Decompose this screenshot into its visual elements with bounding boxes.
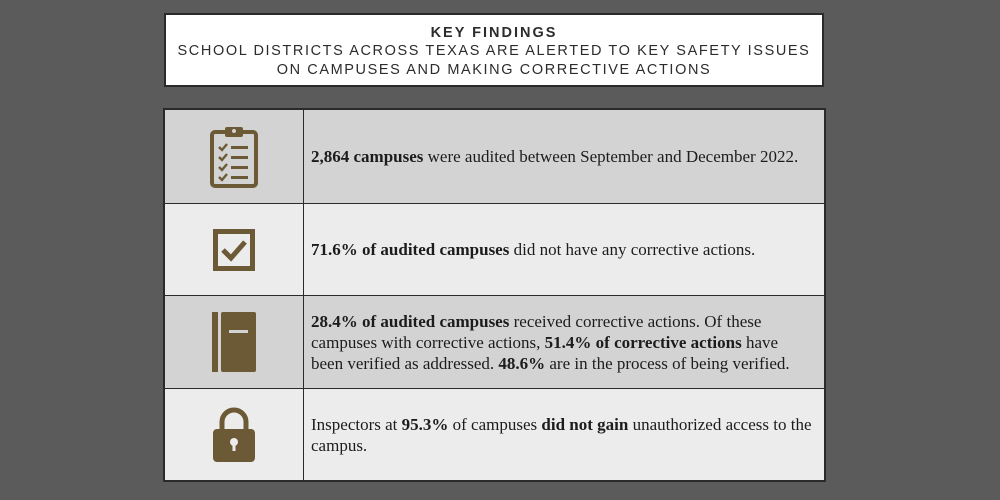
notebook-icon [212, 312, 256, 372]
finding-text-audited: 2,864 campuses were audited between Sept… [311, 146, 798, 167]
finding-row-corrective-actions: 28.4% of audited campuses received corre… [165, 296, 824, 388]
finding-icon-cell [165, 296, 303, 388]
finding-body: unauthorized access to the campus. [311, 414, 812, 455]
finding-icon-cell [165, 204, 303, 295]
header-subtitle-line-1: SCHOOL DISTRICTS ACROSS TEXAS ARE ALERTE… [177, 43, 811, 59]
finding-row-no-corrective-actions: 71.6% of audited campuses did not have a… [165, 204, 824, 295]
checkbox-icon [213, 228, 255, 271]
finding-body: did not have any corrective actions. [509, 240, 756, 259]
finding-text-corrective: 28.4% of audited campuses received corre… [311, 311, 812, 374]
key-findings-header: KEY FINDINGS SCHOOL DISTRICTS ACROSS TEX… [164, 13, 824, 87]
findings-table: 2,864 campuses were audited between Sept… [163, 108, 826, 482]
finding-text-cell: 71.6% of audited campuses did not have a… [304, 204, 824, 295]
finding-highlight: 71.6% of audited campuses [311, 240, 510, 259]
finding-body: of campuses [448, 414, 542, 434]
header-title: KEY FINDINGS [430, 25, 558, 41]
finding-row-audited: 2,864 campuses were audited between Sept… [165, 110, 824, 203]
finding-body: were audited between September and Decem… [423, 147, 799, 166]
finding-highlight: 28.4% of audited campuses [311, 311, 510, 331]
finding-highlight: 95.3% [401, 414, 449, 434]
finding-text-access: Inspectors at 95.3% of campuses did not … [311, 414, 812, 456]
finding-text-cell: 2,864 campuses were audited between Sept… [304, 110, 824, 203]
finding-icon-cell [165, 389, 303, 480]
finding-highlight: 48.6% [498, 353, 546, 373]
header-subtitle-line-2: ON CAMPUSES AND MAKING CORRECTIVE ACTION… [276, 62, 712, 78]
finding-highlight: did not gain [541, 414, 629, 434]
finding-body: have been verified as addressed. [311, 332, 779, 373]
finding-body: Inspectors at [311, 414, 402, 434]
finding-text-cell: Inspectors at 95.3% of campuses did not … [304, 389, 824, 480]
finding-row-unauthorized-access: Inspectors at 95.3% of campuses did not … [165, 389, 824, 480]
finding-body: are in the process of being verified. [545, 353, 790, 373]
finding-highlight: 51.4% of corrective actions [544, 332, 742, 352]
finding-text-cell: 28.4% of audited campuses received corre… [304, 296, 824, 388]
padlock-icon [213, 407, 255, 462]
finding-highlight: 2,864 campuses [311, 147, 424, 166]
finding-body: received corrective actions. Of these ca… [311, 311, 762, 352]
clipboard-checklist-icon [210, 126, 258, 188]
finding-icon-cell [165, 110, 303, 203]
finding-text-no-corrective: 71.6% of audited campuses did not have a… [311, 239, 755, 260]
